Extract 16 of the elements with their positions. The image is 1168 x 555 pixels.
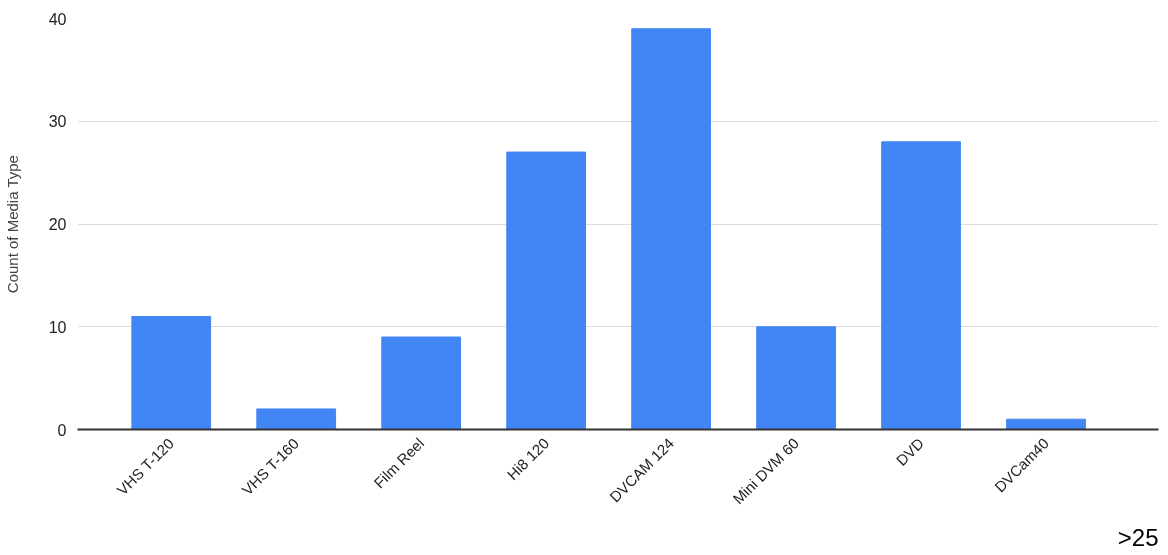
y-tick-label: 40 — [48, 10, 67, 28]
y-tick-label: 10 — [48, 318, 67, 336]
bar — [131, 315, 212, 430]
y-tick-label: 20 — [48, 216, 67, 233]
y-tick-label: 0 — [57, 421, 67, 439]
bar — [1006, 418, 1086, 430]
x-tick-label: Hi8 120 — [503, 434, 553, 484]
bar — [881, 141, 961, 430]
text: >25 — [1117, 523, 1159, 551]
bar — [631, 28, 711, 430]
bar — [506, 151, 587, 430]
y-axis-title: Count of Media Type — [3, 155, 21, 294]
y-tick-label: 30 — [48, 113, 67, 131]
bar — [256, 408, 337, 430]
bar — [756, 326, 836, 430]
bar — [381, 336, 462, 430]
